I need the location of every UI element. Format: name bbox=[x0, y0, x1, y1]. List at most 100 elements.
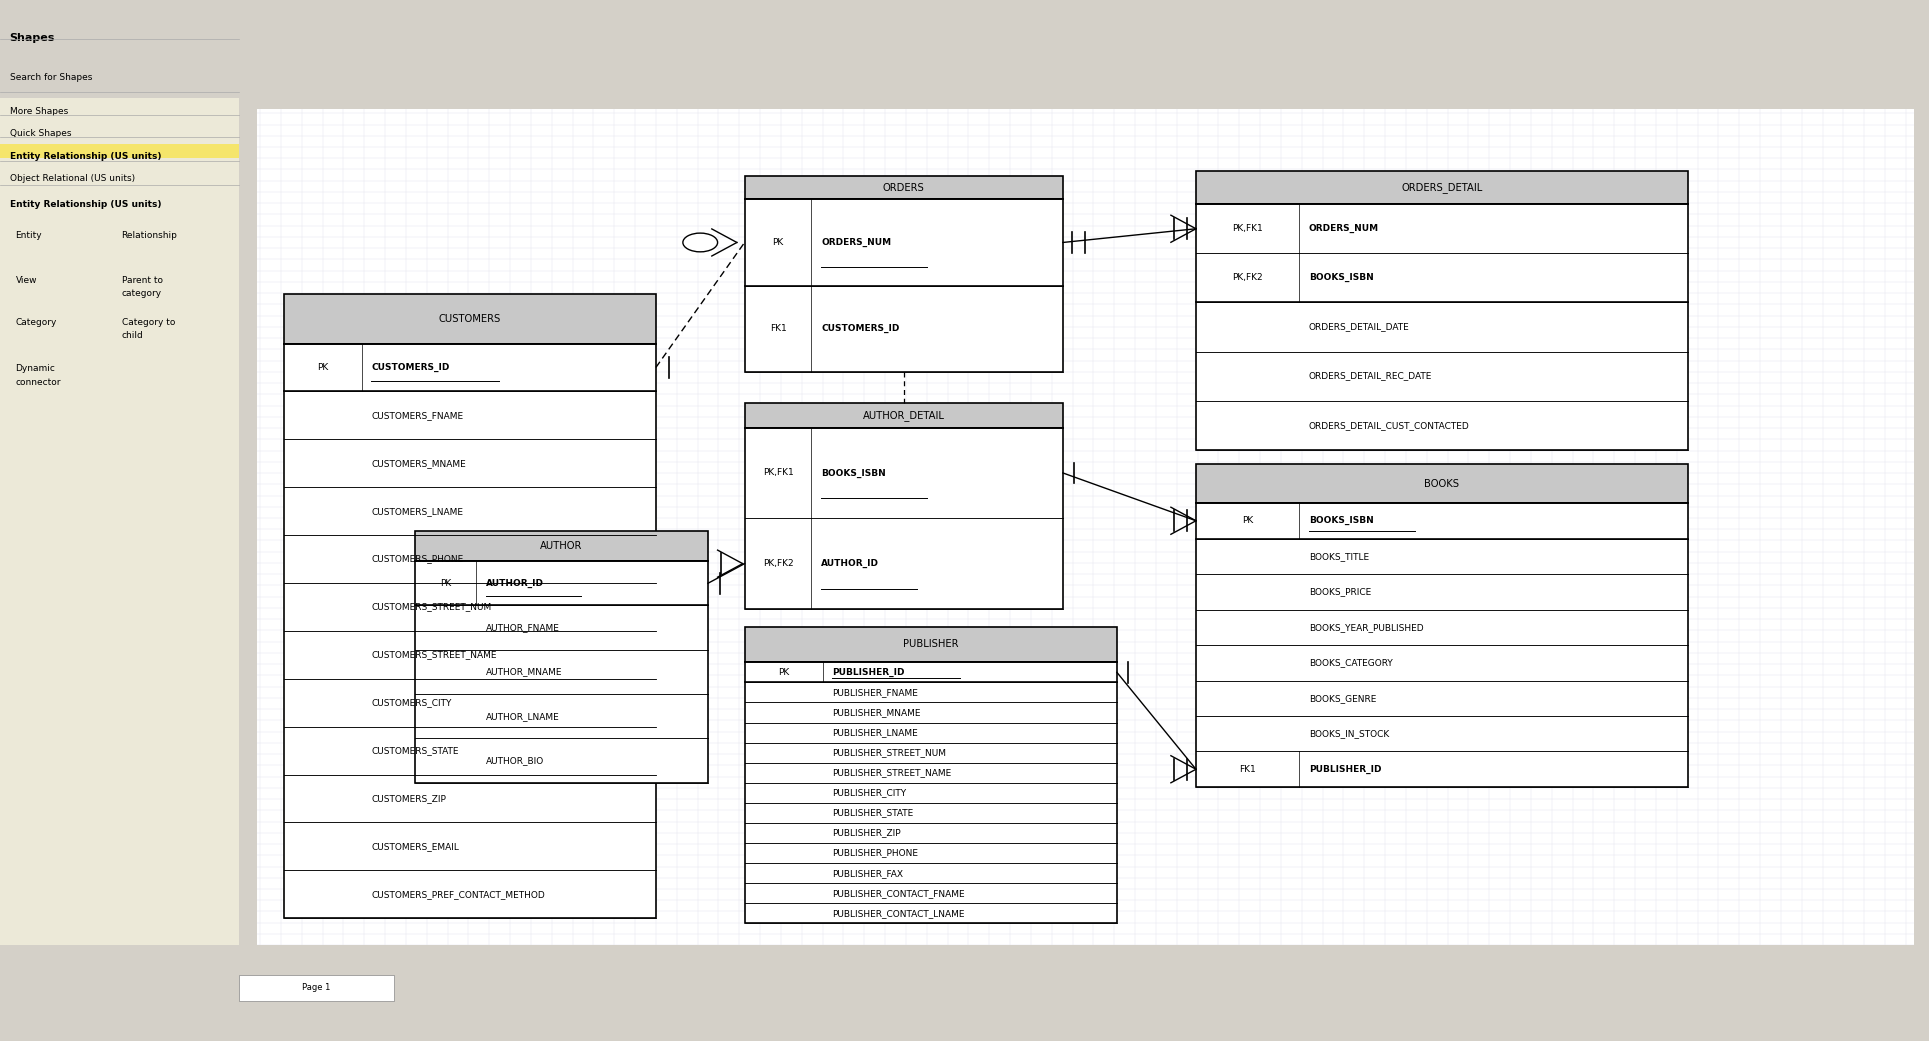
Bar bbox=[239, 975, 394, 1001]
Text: Shapes: Shapes bbox=[10, 33, 56, 44]
Text: BOOKS_CATEGORY: BOOKS_CATEGORY bbox=[1310, 658, 1393, 667]
Bar bbox=[1196, 171, 1688, 204]
Bar bbox=[284, 294, 656, 344]
Bar bbox=[745, 403, 1063, 428]
Text: BOOKS_ISBN: BOOKS_ISBN bbox=[1310, 516, 1373, 526]
Bar bbox=[0, 0, 239, 1041]
Bar bbox=[745, 627, 1117, 662]
Text: PUBLISHER_PHONE: PUBLISHER_PHONE bbox=[833, 848, 918, 858]
Text: BOOKS: BOOKS bbox=[1424, 479, 1460, 488]
Bar bbox=[0, 144, 239, 158]
Text: PK: PK bbox=[316, 363, 328, 372]
Text: ORDERS_NUM: ORDERS_NUM bbox=[822, 238, 891, 247]
Text: FK1: FK1 bbox=[1238, 765, 1256, 773]
Text: CUSTOMERS_ID: CUSTOMERS_ID bbox=[822, 324, 899, 333]
Text: AUTHOR_MNAME: AUTHOR_MNAME bbox=[486, 667, 563, 677]
Text: ORDERS_DETAIL_CUST_CONTACTED: ORDERS_DETAIL_CUST_CONTACTED bbox=[1310, 421, 1470, 430]
Text: PUBLISHER_ZIP: PUBLISHER_ZIP bbox=[833, 829, 901, 838]
Text: Entity: Entity bbox=[15, 231, 42, 240]
Text: More Shapes: More Shapes bbox=[10, 107, 68, 117]
Text: PUBLISHER_STREET_NUM: PUBLISHER_STREET_NUM bbox=[833, 748, 947, 757]
Text: CUSTOMERS: CUSTOMERS bbox=[438, 313, 502, 324]
Text: CUSTOMERS_PHONE: CUSTOMERS_PHONE bbox=[372, 555, 463, 563]
Bar bbox=[1196, 204, 1688, 450]
Bar bbox=[239, 96, 1914, 109]
Bar bbox=[1196, 503, 1688, 787]
Bar bbox=[745, 176, 1063, 200]
Text: PUBLISHER_FNAME: PUBLISHER_FNAME bbox=[833, 688, 918, 696]
Text: Entity Relationship (US units): Entity Relationship (US units) bbox=[10, 200, 162, 209]
Text: BOOKS_GENRE: BOOKS_GENRE bbox=[1310, 693, 1375, 703]
Text: ORDERS_DETAIL_REC_DATE: ORDERS_DETAIL_REC_DATE bbox=[1310, 372, 1433, 381]
Text: PUBLISHER_FAX: PUBLISHER_FAX bbox=[833, 868, 903, 878]
Bar bbox=[239, 102, 257, 945]
Text: BOOKS_ISBN: BOOKS_ISBN bbox=[1310, 274, 1373, 282]
Text: CUSTOMERS_ZIP: CUSTOMERS_ZIP bbox=[372, 794, 446, 803]
Text: CUSTOMERS_EMAIL: CUSTOMERS_EMAIL bbox=[372, 842, 459, 850]
Text: connector: connector bbox=[15, 378, 62, 387]
Bar bbox=[415, 531, 708, 561]
Bar bbox=[745, 662, 1117, 923]
Text: PK: PK bbox=[1242, 516, 1254, 526]
Text: PK,FK2: PK,FK2 bbox=[762, 559, 793, 568]
Text: ORDERS_DETAIL: ORDERS_DETAIL bbox=[1400, 182, 1483, 193]
Text: Category to: Category to bbox=[122, 318, 176, 327]
Text: AUTHOR_FNAME: AUTHOR_FNAME bbox=[486, 624, 559, 632]
Text: Parent to: Parent to bbox=[122, 276, 162, 285]
Text: BOOKS_ISBN: BOOKS_ISBN bbox=[822, 468, 885, 478]
Text: child: child bbox=[122, 331, 143, 340]
Text: ORDERS: ORDERS bbox=[883, 182, 924, 193]
Text: PUBLISHER_MNAME: PUBLISHER_MNAME bbox=[833, 708, 920, 717]
Text: CUSTOMERS_CITY: CUSTOMERS_CITY bbox=[372, 699, 451, 707]
Circle shape bbox=[683, 233, 718, 252]
Bar bbox=[284, 344, 656, 918]
Text: CUSTOMERS_MNAME: CUSTOMERS_MNAME bbox=[372, 459, 467, 467]
Text: View: View bbox=[15, 276, 37, 285]
Bar bbox=[745, 200, 1063, 372]
Text: FK1: FK1 bbox=[770, 324, 787, 333]
Text: PUBLISHER_CONTACT_FNAME: PUBLISHER_CONTACT_FNAME bbox=[833, 889, 964, 897]
Text: BOOKS_YEAR_PUBLISHED: BOOKS_YEAR_PUBLISHED bbox=[1310, 623, 1424, 632]
Text: PUBLISHER_CONTACT_LNAME: PUBLISHER_CONTACT_LNAME bbox=[833, 909, 964, 918]
Text: PK: PK bbox=[440, 579, 451, 588]
Text: Category: Category bbox=[15, 318, 56, 327]
Text: CUSTOMERS_ID: CUSTOMERS_ID bbox=[372, 363, 449, 372]
Text: Object Relational (US units): Object Relational (US units) bbox=[10, 174, 135, 183]
Text: AUTHOR_LNAME: AUTHOR_LNAME bbox=[486, 712, 559, 720]
Bar bbox=[0, 0, 1929, 98]
Text: CUSTOMERS_STREET_NUM: CUSTOMERS_STREET_NUM bbox=[372, 603, 492, 611]
Text: PUBLISHER: PUBLISHER bbox=[903, 639, 959, 650]
Text: category: category bbox=[122, 289, 162, 299]
Text: CUSTOMERS_LNAME: CUSTOMERS_LNAME bbox=[372, 507, 463, 515]
Text: ORDERS_NUM: ORDERS_NUM bbox=[1310, 224, 1379, 233]
Text: BOOKS_TITLE: BOOKS_TITLE bbox=[1310, 552, 1370, 561]
Text: Entity Relationship (US units): Entity Relationship (US units) bbox=[10, 152, 162, 161]
Text: CUSTOMERS_STREET_NAME: CUSTOMERS_STREET_NAME bbox=[372, 651, 498, 659]
Text: Quick Shapes: Quick Shapes bbox=[10, 129, 71, 138]
Text: AUTHOR_DETAIL: AUTHOR_DETAIL bbox=[862, 410, 945, 421]
Text: CUSTOMERS_FNAME: CUSTOMERS_FNAME bbox=[372, 411, 463, 420]
Text: Search for Shapes: Search for Shapes bbox=[10, 73, 93, 82]
Text: PUBLISHER_LNAME: PUBLISHER_LNAME bbox=[833, 728, 918, 737]
Text: AUTHOR_ID: AUTHOR_ID bbox=[822, 559, 880, 568]
Text: AUTHOR_BIO: AUTHOR_BIO bbox=[486, 756, 544, 765]
Text: PUBLISHER_STREET_NAME: PUBLISHER_STREET_NAME bbox=[833, 768, 951, 778]
Text: AUTHOR_ID: AUTHOR_ID bbox=[486, 579, 544, 588]
Text: PK,FK1: PK,FK1 bbox=[1233, 224, 1263, 233]
Text: PUBLISHER_STATE: PUBLISHER_STATE bbox=[833, 809, 914, 817]
Text: PK,FK2: PK,FK2 bbox=[1233, 274, 1263, 282]
Text: CUSTOMERS_STATE: CUSTOMERS_STATE bbox=[372, 746, 459, 755]
Text: PUBLISHER_ID: PUBLISHER_ID bbox=[1310, 765, 1381, 773]
Bar bbox=[745, 428, 1063, 609]
Text: Dynamic: Dynamic bbox=[15, 364, 56, 374]
Text: PUBLISHER_CITY: PUBLISHER_CITY bbox=[833, 788, 907, 797]
Text: AUTHOR: AUTHOR bbox=[540, 541, 583, 551]
Bar bbox=[239, 102, 1914, 945]
Bar bbox=[1196, 464, 1688, 503]
Text: BOOKS_IN_STOCK: BOOKS_IN_STOCK bbox=[1310, 730, 1389, 738]
Text: PK: PK bbox=[777, 668, 789, 677]
Text: PUBLISHER_ID: PUBLISHER_ID bbox=[833, 667, 905, 677]
Text: Relationship: Relationship bbox=[122, 231, 177, 240]
Text: PK: PK bbox=[772, 238, 783, 247]
Text: PK,FK1: PK,FK1 bbox=[762, 468, 793, 478]
